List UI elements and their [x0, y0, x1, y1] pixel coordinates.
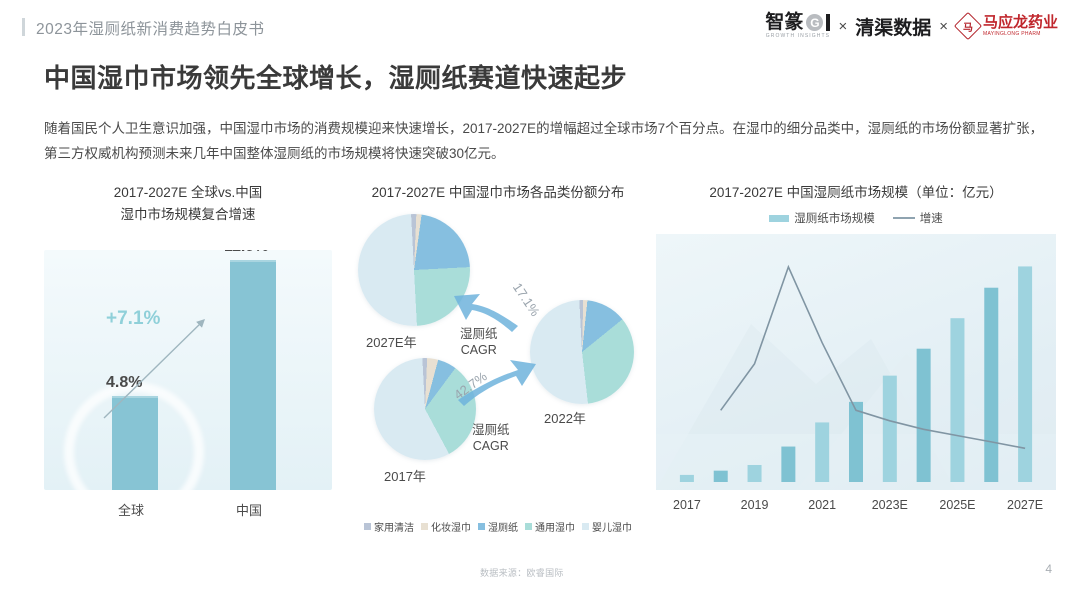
pie-label-2027e: 2027E年 — [366, 335, 417, 350]
legend-label-growth-rate: 增速 — [919, 213, 943, 225]
cagr-caption-upper-line2: CAGR — [460, 343, 497, 357]
cagr-caption-lower-line2: CAGR — [472, 439, 509, 453]
legend-label-3: 湿厕纸 — [488, 523, 518, 534]
x-tick-2021: 2021 — [808, 498, 837, 512]
growth-arrow-icon — [103, 319, 205, 419]
legend-swatch-2 — [421, 523, 428, 530]
cagr-caption-upper: 湿厕纸 CAGR — [460, 326, 498, 358]
bar-label-global: 4.8% — [106, 373, 143, 391]
pie-label-2022: 2022年 — [544, 411, 586, 426]
logo-zhizhuan: 智篆 G GROWTH INSIGHTS — [765, 12, 831, 39]
bar-2021 — [815, 422, 830, 482]
bar-2019 — [747, 464, 762, 482]
pie-label-2017: 2017年 — [384, 469, 426, 484]
chart-right-plot-area — [656, 234, 1056, 490]
logo-qingqu: 清渠数据 — [855, 17, 932, 39]
legend-item-growth-rate: 增速 — [892, 210, 943, 226]
x-tick-2027E: 2027E — [1007, 498, 1044, 512]
x-tick-2017: 2017 — [673, 498, 701, 512]
x-tick-global: 全球 — [118, 503, 145, 518]
legend-label-1: 家用清洁 — [374, 523, 414, 534]
bar-2024E — [916, 348, 931, 482]
cagr-caption-lower: 湿厕纸 CAGR — [472, 422, 510, 454]
page-number: 4 — [1045, 562, 1052, 576]
pie-canvas: 2027E年 2022年 2017年 42.7% 17.1% 湿厕纸 CAGR … — [340, 208, 656, 502]
pie-2022 — [530, 300, 634, 404]
legend-swatch-3 — [478, 523, 485, 530]
legend-swatch-4 — [525, 523, 532, 530]
logo-mayinglong-cn: 马应龙药业 — [982, 14, 1058, 31]
legend-label-market-size: 湿厕纸市场规模 — [794, 213, 875, 225]
legend-swatch-line — [892, 217, 915, 219]
chart-left-title-line2: 湿巾市场规模复合增速 — [120, 207, 256, 222]
chart-right-x-axis: 2017 2019 2021 2023E 2025E 2027E — [656, 494, 1056, 520]
x-tick-2019: 2019 — [740, 498, 769, 512]
partner-logos: 智篆 G GROWTH INSIGHTS × 清渠数据 × 马 马应龙药业 MA… — [765, 8, 1058, 44]
decorative-glow — [64, 382, 204, 490]
logo-zhizhuan-bar — [826, 14, 831, 31]
logo-zhizhuan-g-mark: G — [806, 14, 824, 31]
legend-item-2: 化妆湿巾 — [421, 519, 471, 534]
slide-body-text: 随着国民个人卫生意识加强，中国湿巾市场的消费规模迎来快速增长，2017-2027… — [44, 121, 1044, 161]
legend-swatch-bar — [769, 214, 790, 222]
cagr-arrows-icon — [454, 294, 536, 406]
pie-2027e — [358, 214, 470, 326]
legend-swatch-5 — [582, 523, 589, 530]
logo-zhizhuan-tagline: GROWTH INSIGHTS — [765, 33, 831, 39]
logo-mayinglong: 马 马应龙药业 MAYINGLONG PHARM — [953, 11, 1058, 41]
chart-right-series — [679, 264, 1033, 482]
x-tick-2025E: 2025E — [939, 498, 976, 512]
legend-label-5: 婴儿湿巾 — [592, 523, 632, 534]
chart-right-title: 2017-2027E 中国湿厕纸市场规模（单位：亿元） — [709, 185, 1003, 200]
data-source-note: 数据来源：欧睿国际 — [480, 568, 564, 578]
legend-label-4: 通用湿巾 — [535, 523, 575, 534]
mayinglong-badge-icon: 马 — [953, 11, 983, 41]
legend-item-4: 通用湿巾 — [525, 519, 575, 534]
legend-item-1: 家用清洁 — [364, 519, 414, 534]
legend-label-2: 化妆湿巾 — [431, 523, 471, 534]
chart-mid-title: 2017-2027E 中国湿巾市场各品类份额分布 — [371, 185, 625, 200]
chart-left-x-axis: 全球 中国 — [44, 496, 332, 524]
legend-item-market-size: 湿厕纸市场规模 — [769, 210, 875, 226]
chart-left-plot-area: 4.8% 11.9% +7.1% — [44, 250, 332, 490]
chart-left-title-line1: 2017-2027E 全球vs.中国 — [113, 185, 263, 200]
bar-2027E — [1018, 266, 1033, 482]
bar-global — [112, 395, 158, 490]
bar-2022E — [849, 401, 863, 482]
x-separator-icon-2: × — [939, 17, 948, 35]
bar-china — [230, 259, 276, 490]
cagr-caption-upper-line1: 湿厕纸 — [460, 327, 498, 341]
x-separator-icon-1: × — [838, 17, 848, 35]
chart-wet-wipes-market-size: 2017-2027E 中国湿厕纸市场规模（单位：亿元） 湿厕纸市场规模 增速 2… — [656, 182, 1056, 534]
cagr-delta-label: +7.1% — [106, 308, 161, 329]
bar-2025E — [950, 318, 965, 482]
bar-label-china: 11.9% — [224, 250, 268, 256]
page-header: 2023年湿厕纸新消费趋势白皮书 智篆 G GROWTH INSIGHTS × … — [0, 0, 1080, 50]
x-tick-china: 中国 — [236, 503, 263, 518]
bar-2020 — [781, 446, 796, 482]
slide-title: 中国湿巾市场领先全球增长，湿厕纸赛道快速起步 — [44, 63, 628, 93]
logo-zhizhuan-cn: 智篆 — [765, 12, 804, 33]
x-tick-2023E: 2023E — [871, 498, 908, 512]
logo-mayinglong-en: MAYINGLONG PHARM — [982, 31, 1041, 37]
chart-category-share-pies: 2017-2027E 中国湿巾市场各品类份额分布 2027E年 2022年 20… — [340, 182, 656, 534]
bar-2023E — [882, 375, 897, 482]
legend-item-3: 湿厕纸 — [478, 519, 518, 534]
header-accent-bar — [22, 18, 25, 36]
bar-2026E — [984, 287, 999, 482]
growth-rate-line — [720, 264, 1026, 450]
chart-global-vs-china-cagr: 2017-2027E 全球vs.中国 湿巾市场规模复合增速 4.8% 11.9%… — [44, 182, 332, 532]
bar-2017 — [679, 474, 694, 482]
chart-right-legend: 湿厕纸市场规模 增速 — [656, 210, 1056, 226]
legend-swatch-1 — [364, 523, 371, 530]
bar-2018 — [713, 470, 728, 482]
document-title: 2023年湿厕纸新消费趋势白皮书 — [36, 21, 265, 38]
pie-legend: 家用清洁 化妆湿巾 湿厕纸 通用湿巾 婴儿湿巾 — [340, 519, 656, 534]
cagr-caption-lower-line1: 湿厕纸 — [472, 423, 510, 437]
legend-item-5: 婴儿湿巾 — [582, 519, 632, 534]
pie-2017 — [374, 358, 476, 460]
